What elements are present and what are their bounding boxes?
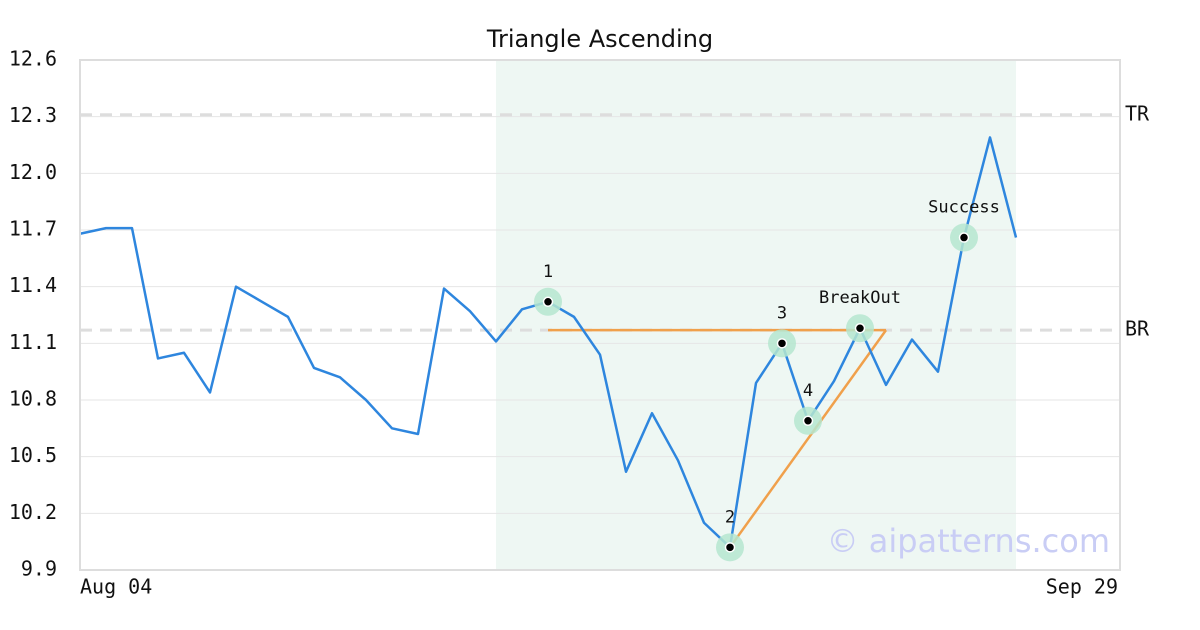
reference-label: BR	[1125, 317, 1150, 341]
chart-title: Triangle Ascending	[486, 25, 713, 53]
y-tick-label: 11.7	[9, 217, 57, 241]
x-tick-label: Aug 04	[80, 575, 152, 599]
annotation-dot	[802, 415, 814, 427]
y-tick-label: 12.3	[9, 103, 57, 127]
annotation-dot	[542, 296, 554, 308]
pattern-line	[728, 329, 888, 549]
annotation-dot	[958, 232, 970, 243]
plot-frame	[79, 59, 1121, 571]
reference-label: TR	[1125, 101, 1150, 125]
annotation-label: BreakOut	[819, 288, 901, 308]
highlight-range	[496, 60, 1016, 570]
watermark: © aipatterns.com	[827, 522, 1110, 560]
annotation-label: 2	[725, 507, 735, 527]
annotation-label: 3	[777, 303, 787, 323]
y-tick-label: 12.0	[9, 160, 57, 184]
annotation-dot	[724, 542, 736, 553]
annotation-label: Success	[928, 198, 1000, 218]
annotation-label: 1	[543, 262, 553, 282]
annotation-dot	[776, 338, 788, 349]
y-tick-label: 11.1	[9, 330, 57, 354]
annotation-dot	[854, 322, 866, 334]
x-tick-label: Sep 29	[1046, 575, 1118, 599]
y-tick-label: 11.4	[9, 273, 57, 297]
y-tick-label: 10.2	[9, 500, 57, 524]
y-tick-label: 12.6	[9, 47, 57, 71]
y-tick-label: 10.5	[9, 443, 57, 467]
annotation-label: 4	[803, 381, 813, 401]
y-tick-label: 9.9	[21, 557, 57, 581]
y-tick-label: 10.8	[9, 387, 57, 411]
